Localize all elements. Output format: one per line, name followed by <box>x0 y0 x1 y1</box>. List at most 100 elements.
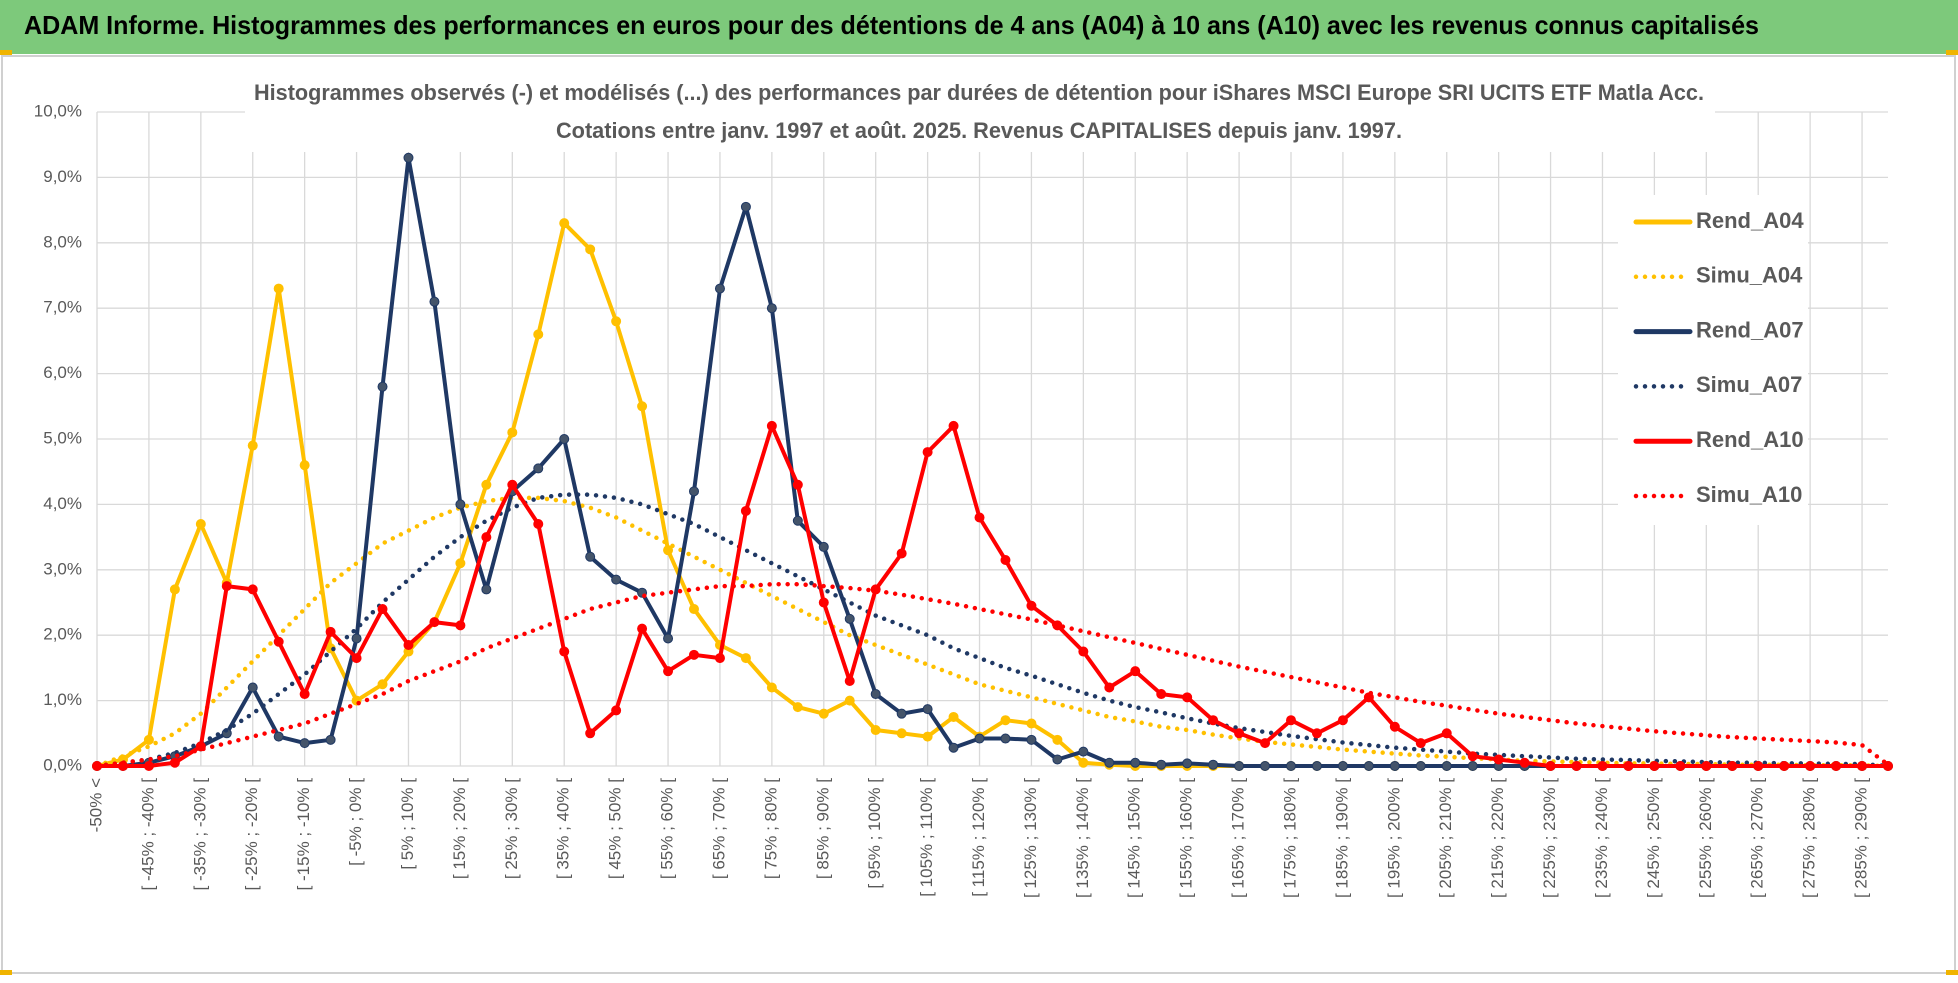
y-tick-label: 5,0% <box>43 428 82 447</box>
data-point <box>247 440 258 451</box>
data-point <box>663 545 674 556</box>
x-tick-label: [ 265% ; 270% [ <box>1748 778 1767 898</box>
data-point <box>948 711 959 722</box>
data-point <box>818 708 829 719</box>
x-tick-label: [ 145% ; 150% [ <box>1125 778 1144 898</box>
x-tick-label: [ -45% ; -40% [ <box>138 778 157 891</box>
data-point <box>1805 761 1816 771</box>
y-tick-label: 8,0% <box>43 232 82 251</box>
data-point <box>1623 761 1634 771</box>
y-tick-label: 7,0% <box>43 298 82 317</box>
x-tick-label: [ 125% ; 130% [ <box>1021 778 1040 898</box>
x-tick-label: [ -5% ; 0% [ <box>346 778 365 866</box>
data-point <box>377 679 388 690</box>
data-point <box>714 283 725 294</box>
data-point <box>1857 761 1868 771</box>
data-point <box>1545 761 1556 771</box>
header-bar <box>0 0 1958 54</box>
data-point <box>1753 761 1764 771</box>
data-point <box>1260 738 1271 749</box>
data-point <box>533 463 544 474</box>
data-point <box>273 731 284 742</box>
data-point <box>481 479 492 490</box>
x-tick-label: [ 5% ; 10% [ <box>398 778 417 870</box>
data-point <box>714 653 725 664</box>
legend: Rend_A04 Simu_A04 Rend_A07 Simu_A07 Rend_A10… <box>1618 195 1808 525</box>
data-point <box>766 303 777 314</box>
x-tick-label: [ 155% ; 160% [ <box>1177 778 1196 898</box>
legend-label: Simu_A04 <box>1696 263 1803 288</box>
legend-label: Rend_A07 <box>1696 317 1804 342</box>
x-tick-label: [ 25% ; 30% [ <box>502 778 521 879</box>
x-tick-label: [ 175% ; 180% [ <box>1280 778 1299 898</box>
x-tick-label: [ 195% ; 200% [ <box>1384 778 1403 898</box>
corner <box>0 970 12 975</box>
data-point <box>1260 761 1271 771</box>
data-point <box>429 617 440 628</box>
data-point <box>1337 761 1348 771</box>
data-point <box>1779 761 1790 771</box>
data-point <box>1208 759 1219 770</box>
data-point <box>1208 715 1219 726</box>
series-line <box>94 495 1891 769</box>
data-point <box>1363 761 1374 771</box>
data-point <box>1130 757 1141 768</box>
data-point <box>1467 761 1478 771</box>
data-point <box>818 597 829 608</box>
data-point <box>637 623 648 634</box>
data-point <box>403 152 414 163</box>
x-tick-label: [ 225% ; 230% [ <box>1540 778 1559 898</box>
data-point <box>740 653 751 664</box>
data-point <box>740 201 751 212</box>
data-point <box>143 761 154 771</box>
data-point <box>922 447 933 458</box>
data-point <box>585 551 596 562</box>
y-tick-label: 4,0% <box>43 494 82 513</box>
data-point <box>974 733 985 744</box>
data-point <box>1104 757 1115 768</box>
data-point <box>922 704 933 715</box>
series-line <box>94 581 1891 769</box>
data-point <box>689 486 699 497</box>
data-point <box>507 479 518 490</box>
data-point <box>792 702 803 713</box>
data-point <box>481 584 492 595</box>
data-point <box>844 695 855 706</box>
data-point <box>1156 759 1167 770</box>
x-tick-label: [ 185% ; 190% [ <box>1332 778 1351 898</box>
x-tick-label: [ 95% ; 100% [ <box>865 778 884 889</box>
data-point <box>377 381 388 392</box>
data-point <box>1182 758 1193 769</box>
data-point <box>533 519 544 530</box>
legend-label: Simu_A07 <box>1696 372 1802 397</box>
data-point <box>143 734 154 745</box>
data-point <box>1675 761 1686 771</box>
data-point <box>1000 554 1011 565</box>
data-point <box>844 613 855 624</box>
data-point <box>1389 721 1400 732</box>
x-tick-label: [ -35% ; -30% [ <box>190 778 209 891</box>
data-point <box>637 401 648 412</box>
data-point <box>792 479 803 490</box>
data-point <box>974 512 985 523</box>
data-point <box>1182 692 1193 703</box>
data-point <box>1883 761 1893 771</box>
data-point <box>896 548 907 559</box>
data-point <box>844 675 855 686</box>
data-point <box>663 666 674 677</box>
corner <box>0 50 12 55</box>
legend-label: Rend_A10 <box>1696 427 1804 452</box>
x-tick-label: [ 135% ; 140% [ <box>1073 778 1092 898</box>
data-point <box>1078 757 1089 768</box>
x-tick-label: [ 15% ; 20% [ <box>450 778 469 879</box>
data-point <box>351 653 362 664</box>
data-point <box>299 738 310 749</box>
data-point <box>766 420 777 431</box>
data-point <box>611 574 622 585</box>
data-point <box>689 649 699 660</box>
data-point <box>1727 761 1738 771</box>
data-point <box>429 296 440 307</box>
y-tick-label: 10,0% <box>34 101 82 120</box>
data-point <box>1000 733 1011 744</box>
